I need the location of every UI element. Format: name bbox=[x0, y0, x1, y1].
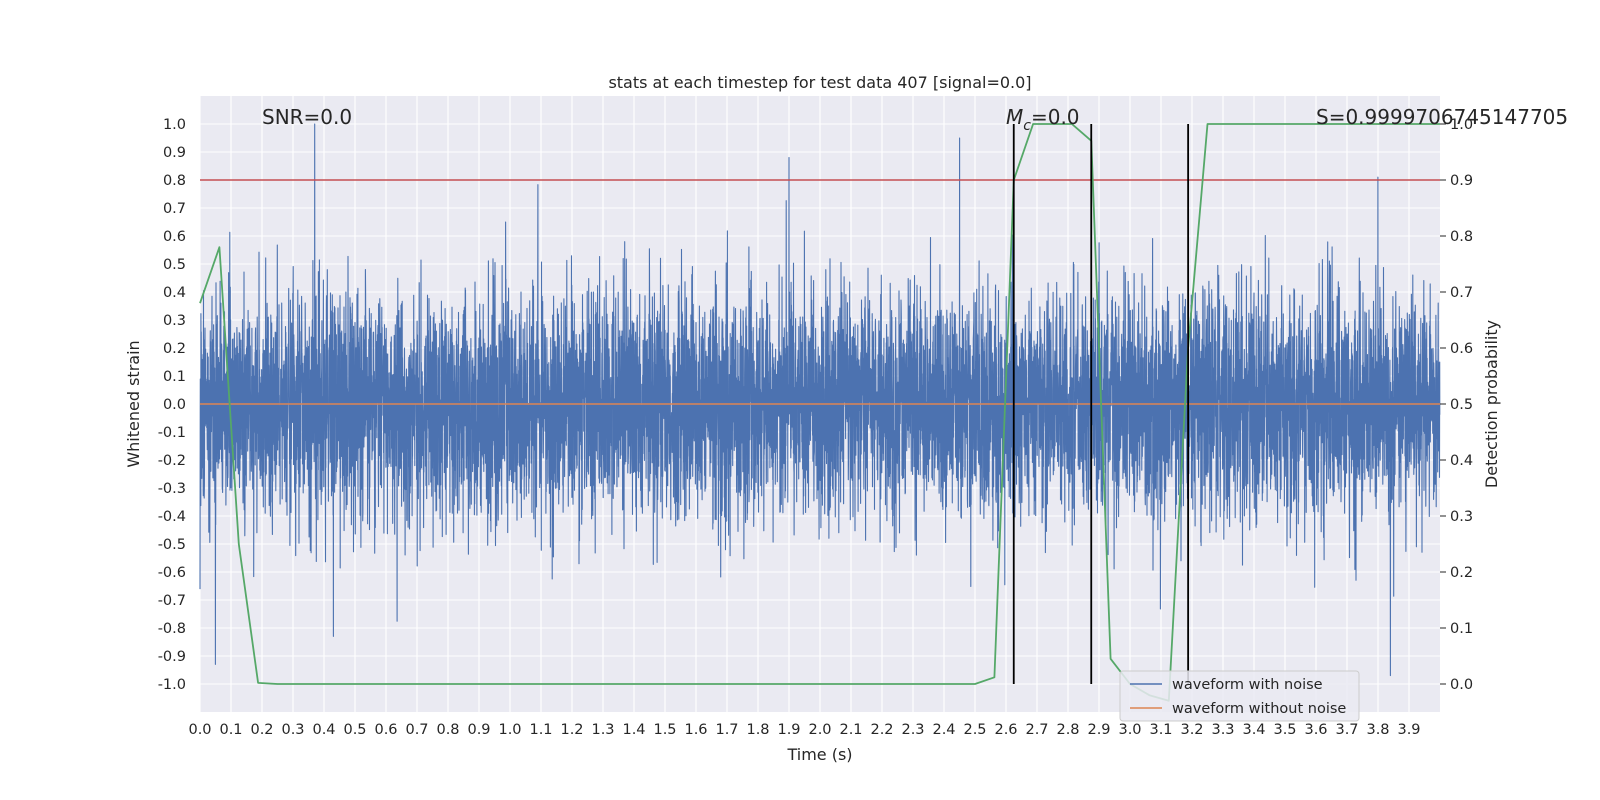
mc-subscript: c bbox=[1023, 118, 1031, 134]
x-tick-label: 0.5 bbox=[343, 722, 366, 738]
x-tick-label: 2.4 bbox=[932, 722, 955, 738]
y-tick-label: -1.0 bbox=[158, 677, 186, 693]
y-tick-label: 0.2 bbox=[163, 341, 186, 357]
x-tick-label: 2.1 bbox=[839, 722, 862, 738]
x-axis-title: Time (s) bbox=[786, 745, 852, 764]
x-tick-label: 2.5 bbox=[963, 722, 986, 738]
y-tick-label: -0.3 bbox=[158, 481, 186, 497]
y-tick-label: -0.6 bbox=[158, 565, 186, 581]
x-tick-label: 0.0 bbox=[188, 722, 211, 738]
x-tick-label: 0.1 bbox=[219, 722, 242, 738]
mc-annotation: Mc=0.0 bbox=[1006, 105, 1080, 134]
y-tick-label: -0.7 bbox=[158, 593, 186, 609]
mc-symbol: M bbox=[1006, 105, 1023, 129]
x-tick-label: 1.1 bbox=[529, 722, 552, 738]
y-tick-label: 0.1 bbox=[163, 369, 186, 385]
x-tick-label: 2.9 bbox=[1087, 722, 1110, 738]
x-tick-label: 2.7 bbox=[1025, 722, 1048, 738]
y2-tick-label: 0.6 bbox=[1450, 341, 1473, 357]
x-tick-label: 3.5 bbox=[1273, 722, 1296, 738]
legend: waveform with noise waveform without noi… bbox=[1119, 670, 1360, 722]
y-tick-label: 0.7 bbox=[163, 201, 186, 217]
x-tick-label: 0.6 bbox=[374, 722, 397, 738]
x-tick-label: 3.9 bbox=[1397, 722, 1420, 738]
y-tick-label: 0.9 bbox=[163, 145, 186, 161]
y-tick-label: -0.2 bbox=[158, 453, 186, 469]
y-tick-label: 0.4 bbox=[163, 285, 186, 301]
legend-label-noise: waveform with noise bbox=[1172, 677, 1323, 693]
y-tick-label: 0.6 bbox=[163, 229, 186, 245]
y-tick-label: -0.4 bbox=[158, 509, 186, 525]
snr-annotation: SNR=0.0 bbox=[262, 105, 352, 129]
x-tick-label: 2.6 bbox=[994, 722, 1017, 738]
x-tick-label: 3.6 bbox=[1304, 722, 1327, 738]
x-tick-label: 0.9 bbox=[467, 722, 490, 738]
x-tick-label: 1.4 bbox=[622, 722, 645, 738]
x-tick-label: 1.3 bbox=[591, 722, 614, 738]
y-tick-label: 1.0 bbox=[163, 117, 186, 133]
y-tick-label: -0.8 bbox=[158, 621, 186, 637]
y-tick-label: 0.3 bbox=[163, 313, 186, 329]
x-tick-label: 3.3 bbox=[1211, 722, 1234, 738]
x-tick-label: 0.3 bbox=[281, 722, 304, 738]
x-tick-label: 1.0 bbox=[498, 722, 521, 738]
x-tick-label: 1.7 bbox=[715, 722, 738, 738]
series-waveform-with-noise bbox=[199, 123, 1441, 677]
legend-box bbox=[1119, 670, 1360, 722]
y2-tick-label: 0.2 bbox=[1450, 565, 1473, 581]
x-tick-label: 3.2 bbox=[1180, 722, 1203, 738]
ticks: 0.0 0.1 0.2 0.3 0.4 0.5 0.6 0.7 0.8 0.9 1.0 1.1 1.2 1… bbox=[158, 117, 1473, 738]
y2-tick-label: 0.3 bbox=[1450, 509, 1473, 525]
x-tick-label: 2.0 bbox=[808, 722, 831, 738]
legend-label-clean: waveform without noise bbox=[1172, 701, 1346, 717]
x-tick-label: 2.3 bbox=[901, 722, 924, 738]
y-tick-label: 0.8 bbox=[163, 173, 186, 189]
y-tick-label: -0.1 bbox=[158, 425, 186, 441]
x-tick-label: 1.5 bbox=[653, 722, 676, 738]
y-tick-label: -0.5 bbox=[158, 537, 186, 553]
x-tick-label: 3.0 bbox=[1118, 722, 1141, 738]
y-axis-title: Whitened strain bbox=[124, 340, 143, 467]
y2-axis-title: Detection probability bbox=[1482, 320, 1501, 488]
y2-tick-label: 0.1 bbox=[1450, 621, 1473, 637]
chart-title: stats at each timestep for test data 407… bbox=[608, 73, 1031, 92]
y2-tick-label: 1.0 bbox=[1450, 117, 1473, 133]
x-tick-label: 0.4 bbox=[312, 722, 335, 738]
y2-tick-label: 0.9 bbox=[1450, 173, 1473, 189]
y2-tick-label: 0.8 bbox=[1450, 229, 1473, 245]
y2-tick-label: 0.0 bbox=[1450, 677, 1473, 693]
x-tick-label: 3.1 bbox=[1149, 722, 1172, 738]
x-tick-label: 1.6 bbox=[684, 722, 707, 738]
y2-tick-label: 0.7 bbox=[1450, 285, 1473, 301]
series-detection-probability bbox=[199, 123, 1440, 702]
mc-value: =0.0 bbox=[1031, 105, 1080, 129]
x-tick-label: 2.8 bbox=[1056, 722, 1079, 738]
x-tick-label: 3.7 bbox=[1335, 722, 1358, 738]
x-tick-label: 1.8 bbox=[746, 722, 769, 738]
y-tick-label: 0.0 bbox=[163, 397, 186, 413]
x-tick-label: 0.2 bbox=[250, 722, 273, 738]
x-tick-label: 0.8 bbox=[436, 722, 459, 738]
y2-tick-label: 0.5 bbox=[1450, 397, 1473, 413]
x-tick-label: 2.2 bbox=[870, 722, 893, 738]
x-tick-label: 1.2 bbox=[560, 722, 583, 738]
x-tick-label: 3.4 bbox=[1242, 722, 1265, 738]
x-tick-label: 1.9 bbox=[777, 722, 800, 738]
s-annotation: S=0.9999706745147705 bbox=[1316, 105, 1568, 129]
y2-tick-label: 0.4 bbox=[1450, 453, 1473, 469]
y-tick-label: 0.5 bbox=[163, 257, 186, 273]
data-layer bbox=[199, 123, 1441, 702]
x-tick-label: 0.7 bbox=[405, 722, 428, 738]
x-tick-label: 3.8 bbox=[1366, 722, 1389, 738]
y-tick-label: -0.9 bbox=[158, 649, 186, 665]
